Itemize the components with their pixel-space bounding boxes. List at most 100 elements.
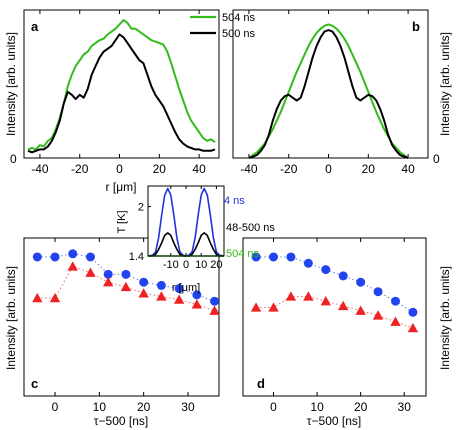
panel-a-plot: -40 -20 0 20 40 <box>27 10 216 176</box>
panel-b: -40 -20 0 20 40 b 0 Intensity [arb. units] <box>232 9 452 176</box>
inset-label-48-500: 48-500 ns <box>226 222 275 234</box>
panel-d-series-0-point <box>303 258 313 268</box>
inset: -10 0 10 20 1.4 2 T [K] r [μm] 4 ns 48-500 ns… <box>116 185 275 294</box>
panel-d-series-1-point <box>285 291 297 301</box>
legend-label-500: 500 ns <box>222 28 256 40</box>
panel-c-series-0-point <box>121 269 131 279</box>
panel-c-series-0-point <box>139 277 149 287</box>
panel-c-series-0-point <box>50 252 60 262</box>
panel-b-xtick-label: 40 <box>401 162 415 176</box>
panel-inset-xtick-label: 10 <box>195 259 207 271</box>
panel-c-series-1-connector <box>37 265 215 312</box>
panel-c-series-0-point <box>68 249 78 259</box>
inset-ylabel: T [K] <box>116 210 128 233</box>
panel-d-series-0-point <box>286 252 296 262</box>
panel-d-series-1-point <box>250 302 262 312</box>
panel-b-plot: -40 -20 0 20 40 <box>240 10 415 176</box>
panel-inset-xtick-label: 20 <box>210 259 222 271</box>
panel-c-series-1-point <box>138 288 149 298</box>
panel-c-series-0-point <box>103 269 113 279</box>
panel-a-xtick-label: -20 <box>71 162 89 176</box>
panel-d-series-0-point <box>356 277 366 287</box>
panel-c-series-0-point <box>156 280 166 290</box>
panel-c-series-1-point <box>156 291 167 301</box>
panel-b-xtick-label: -40 <box>240 162 258 176</box>
panel-c-series-1-point <box>191 299 203 309</box>
panel-a-xtick-label: 40 <box>192 162 206 176</box>
legend: 504 ns 500 ns <box>190 12 256 40</box>
panel-d-series-0-point <box>338 271 348 281</box>
panel-c-xtick-label: 30 <box>181 400 195 414</box>
panel-d-series-1-point <box>355 305 366 315</box>
panel-d-series-1-point <box>268 302 279 312</box>
panel-b-xtick-label: 20 <box>362 162 376 176</box>
panel-d-series-0-point <box>269 252 278 262</box>
panel-c-ylabel: Intensity [arb. units] <box>4 266 18 370</box>
panel-b-letter: b <box>412 19 420 34</box>
panel-b-series-0-line <box>248 23 409 159</box>
panel-c-series-1-point <box>120 281 132 292</box>
panel-d-series-1-point <box>407 322 419 333</box>
panel-d-xtick-label: 30 <box>398 400 412 414</box>
panel-a-xtick-label: 0 <box>116 162 123 176</box>
panel-a-series-1-line <box>27 33 216 154</box>
panel-c-series-0-point <box>210 296 220 306</box>
panel-d-plot: 0 10 20 30 <box>250 238 419 414</box>
panel-a-xtick-label: 20 <box>153 162 167 176</box>
panel-b-series-1-line <box>248 29 409 159</box>
panel-c-frame <box>23 237 220 397</box>
panel-a-ytick-zero: 0 <box>10 152 17 166</box>
panel-d-series-1-point <box>338 300 349 311</box>
inset-ytick-label: 1.4 <box>129 251 144 263</box>
panel-c-xtick-label: 0 <box>52 400 59 414</box>
panel-d-xtick-label: 0 <box>270 400 277 414</box>
panel-inset-xtick-label: -10 <box>163 259 179 271</box>
inset-background <box>148 186 224 256</box>
panel-b-xtick-label: 0 <box>325 162 332 176</box>
panel-d: 0 10 20 30 d Intensity [arb. units] τ−500 [… <box>242 237 452 428</box>
panel-a-frame <box>23 9 220 159</box>
panel-b-ylabel: Intensity [arb. units] <box>438 32 452 136</box>
panel-a-letter: a <box>31 19 39 34</box>
panel-c-plot: 0 10 20 30 <box>32 238 220 414</box>
inset-label-504: 504 ns <box>226 248 260 260</box>
panel-d-series-0-point <box>408 307 418 317</box>
panel-d-series-1-connector <box>256 296 414 329</box>
panel-d-ylabel: Intensity [arb. units] <box>438 266 452 370</box>
panel-d-series-0-point <box>321 265 331 275</box>
panel-c-xlabel: τ−500 [ns] <box>94 414 148 428</box>
panel-c-series-0-point <box>85 252 95 262</box>
panel-c-series-1-point <box>85 267 96 277</box>
panel-d-xtick-label: 10 <box>310 400 324 414</box>
panel-d-xtick-label: 20 <box>354 400 368 414</box>
inset-frame <box>147 185 225 257</box>
panel-a: -40 -20 0 20 40 a 0 Intensity [arb. units] r… <box>4 9 256 194</box>
panel-c-xtick-label: 10 <box>93 400 107 414</box>
panel-d-series-0-point <box>373 287 383 297</box>
panel-d-series-1-point <box>390 316 401 326</box>
panel-a-ylabel: Intensity [arb. units] <box>4 32 18 136</box>
legend-label-504: 504 ns <box>222 12 256 24</box>
panel-c-series-1-point <box>209 305 220 315</box>
panel-b-frame <box>232 9 429 159</box>
panel-d-series-1-point <box>303 291 314 301</box>
panel-d-xlabel: τ−500 [ns] <box>307 414 361 428</box>
panel-b-ytick-zero: 0 <box>433 152 440 166</box>
panel-d-frame <box>242 237 427 397</box>
panel-c-series-0-point <box>192 290 202 300</box>
panel-c-series-0-point <box>32 252 42 262</box>
panel-c-series-0-point <box>174 284 184 294</box>
panel-d-series-1-point <box>372 310 384 320</box>
panel-c-series-1-point <box>173 294 185 304</box>
panel-b-xtick-label: -20 <box>280 162 298 176</box>
panel-c-series-1-point <box>32 292 43 303</box>
panel-d-letter: d <box>257 376 265 391</box>
panel-c-letter: c <box>31 376 38 391</box>
inset-xlabel: r [μm] <box>172 282 200 294</box>
panel-c: 0 10 20 30 c Intensity [arb. units] τ−500 [… <box>4 237 220 428</box>
inset-label-4ns: 4 ns <box>224 195 245 207</box>
inset-ytick-label: 2 <box>138 202 144 214</box>
panel-inset-xtick-label: 0 <box>183 259 189 271</box>
panel-d-series-1-point <box>320 296 331 306</box>
